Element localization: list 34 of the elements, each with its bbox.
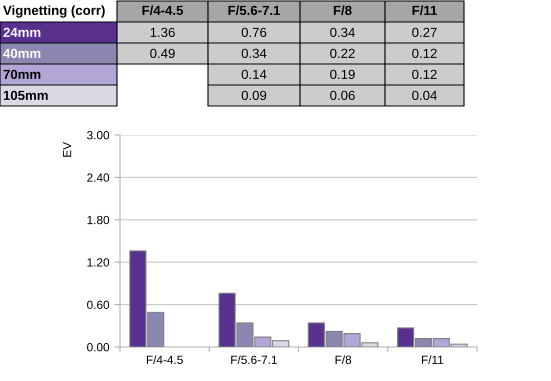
x-tick-label: F/11 [422, 355, 444, 364]
data-label: 0.12 [412, 48, 437, 58]
x-tick-label: F/4-4.5 [146, 355, 183, 364]
text: 40mm [3, 48, 40, 58]
y-tick-label: 0.60 [87, 300, 110, 309]
chart-title: Vignetting (corr) [3, 5, 105, 18]
y-tick-label: 1.20 [88, 258, 110, 267]
data-label: 0.09 [242, 90, 266, 100]
text: 105mm [4, 90, 48, 100]
category-label: F/4-4.5 [142, 5, 184, 16]
x-tick-label: F/5.6-7.1 [231, 355, 277, 364]
y-tick-label: 0.00 [87, 343, 110, 352]
data-label: 0.14 [242, 70, 266, 80]
data-label: 0.34 [242, 48, 266, 58]
y-tick-label: 2.40 [87, 173, 110, 182]
data-label: 0.27 [412, 28, 437, 38]
text: 70mm [4, 70, 40, 80]
data-label: 0.04 [412, 90, 437, 100]
data-label: 0.12 [412, 70, 437, 80]
data-label: 0.76 [242, 28, 266, 38]
y-tick-label: 1.80 [88, 216, 110, 224]
category-label: F/11 [412, 5, 437, 16]
data-label: 0.06 [330, 90, 355, 100]
data-label: 0.22 [330, 48, 355, 58]
category-label: F/8 [334, 5, 352, 16]
text: 24mm [3, 28, 40, 37]
data-label: 0.34 [330, 28, 355, 38]
x-tick-label: F/8 [336, 355, 352, 364]
y-axis-title: EV [63, 142, 72, 157]
data-label: 1.36 [150, 28, 175, 38]
y-tick-label: 3.00 [87, 131, 110, 140]
category-label: F/5.6-7.1 [228, 5, 280, 16]
data-label: 0.19 [330, 70, 355, 80]
data-label: 0.49 [150, 48, 175, 58]
